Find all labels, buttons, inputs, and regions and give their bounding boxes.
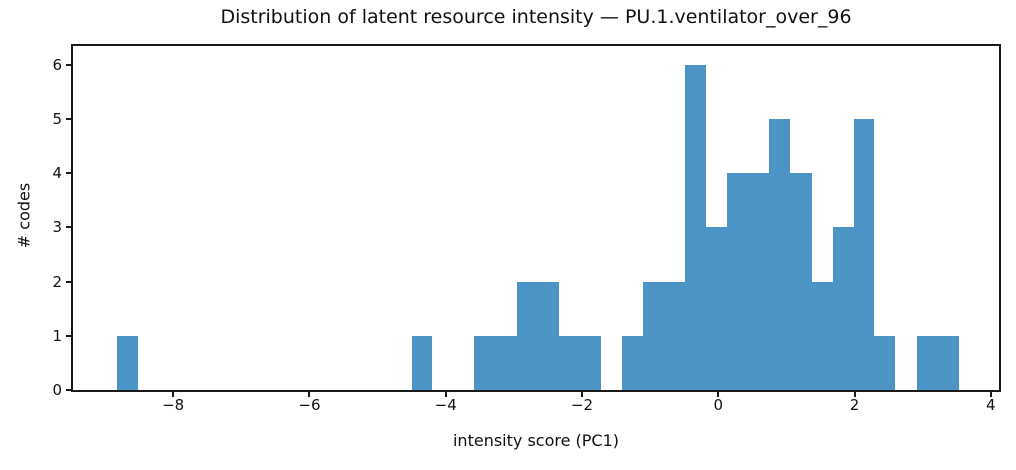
- y-tick-mark: [66, 334, 71, 337]
- x-tick-mark: [717, 392, 720, 397]
- y-tick-label: 5: [52, 110, 62, 129]
- histogram-bar: [411, 335, 433, 390]
- histogram-bar: [684, 64, 706, 390]
- x-tick-mark: [172, 392, 175, 397]
- x-tick-mark: [444, 392, 447, 397]
- y-tick-label: 4: [52, 164, 62, 183]
- histogram-bar: [622, 335, 643, 390]
- histogram-bar: [516, 281, 538, 390]
- y-tick-mark: [66, 118, 71, 121]
- histogram-bar: [706, 227, 728, 390]
- histogram-bar: [558, 335, 580, 390]
- histogram-bar: [769, 119, 791, 390]
- x-tick-mark: [989, 392, 992, 397]
- histogram-bar: [495, 335, 517, 390]
- x-tick-label: −6: [298, 396, 321, 414]
- y-tick-label: 2: [52, 272, 62, 291]
- y-tick-label: 1: [52, 326, 62, 345]
- x-tick-label: 4: [986, 396, 996, 414]
- chart-title: Distribution of latent resource intensit…: [220, 6, 852, 28]
- histogram-bar: [474, 335, 496, 390]
- histogram-bar: [579, 335, 602, 390]
- histogram-bar: [663, 281, 685, 390]
- histogram-bar: [916, 335, 938, 390]
- y-tick-mark: [66, 389, 71, 391]
- histogram-bar: [832, 227, 854, 390]
- y-tick-label: 3: [52, 218, 62, 237]
- y-tick-label: 0: [52, 381, 62, 399]
- histogram-bar: [790, 173, 812, 390]
- x-axis-label: intensity score (PC1): [452, 431, 619, 450]
- histogram-bar: [642, 281, 664, 390]
- histogram-bar: [116, 335, 138, 390]
- y-tick-mark: [66, 280, 71, 283]
- y-axis-label: # codes: [14, 182, 34, 249]
- x-tick-label: 0: [713, 396, 724, 414]
- x-tick-label: 2: [849, 396, 860, 414]
- histogram-bar: [727, 173, 749, 390]
- x-tick-mark: [853, 392, 856, 397]
- histogram-bar: [937, 335, 959, 390]
- histogram-bar: [874, 335, 896, 390]
- y-tick-mark: [66, 63, 71, 66]
- y-tick-label: 6: [52, 55, 62, 74]
- y-tick-mark: [66, 172, 71, 175]
- plot-area: [71, 44, 1001, 392]
- x-tick-mark: [308, 392, 311, 397]
- histogram-bar: [853, 119, 875, 390]
- histogram-bar: [811, 281, 833, 390]
- y-tick-mark: [66, 226, 71, 229]
- histogram-bar: [748, 173, 770, 390]
- x-tick-label: −4: [434, 396, 457, 414]
- x-tick-label: −2: [570, 396, 594, 414]
- x-tick-mark: [580, 392, 583, 397]
- histogram-bar: [537, 281, 559, 390]
- x-tick-label: −8: [162, 396, 185, 414]
